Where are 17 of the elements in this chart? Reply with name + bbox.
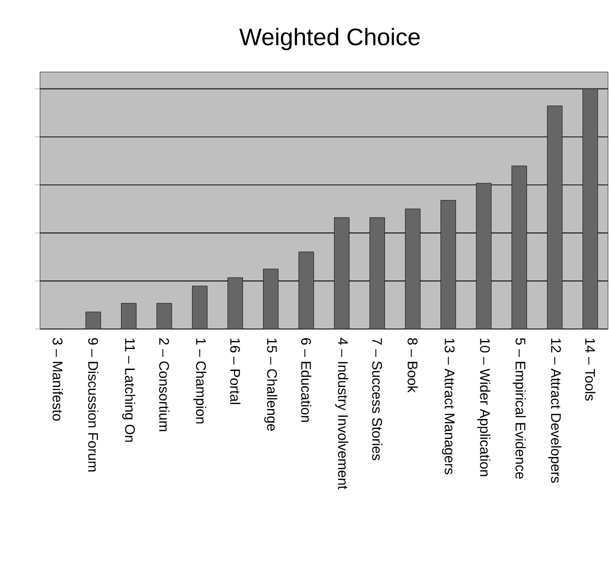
x-tick-label: 15 – Challenge (264, 338, 278, 431)
x-tick-label: 3 – Manifesto (52, 338, 63, 421)
x-tick-label: 8 – Book (408, 338, 418, 393)
x-tick-label: 1 – Champion (193, 338, 206, 424)
x-tick-label: 13 – Attract Managers (442, 338, 455, 474)
x-tick-label: 11 – Latching On (122, 338, 136, 442)
x-tick-label: 4 – Industry Involvement (335, 338, 348, 490)
x-tick-label: 14 – Tools (585, 338, 596, 401)
x-tick-label: 16 – Portal (230, 338, 240, 404)
chart-title: Weighted Choice (239, 28, 420, 50)
x-tick-label: 2 – Consortium (159, 338, 170, 432)
x-tick-label: 5 – Empirical Evidence (512, 338, 526, 479)
x-tick-label: 7 – Success Stories (372, 338, 382, 460)
x-tick-label: 9 – Discussion Forum (88, 338, 98, 472)
x-tick-label: 12 – Attract Developers (548, 338, 562, 483)
x-tick-label: 10 – Wider Application (477, 338, 490, 476)
x-tick-label: 6 – Education (301, 338, 312, 422)
